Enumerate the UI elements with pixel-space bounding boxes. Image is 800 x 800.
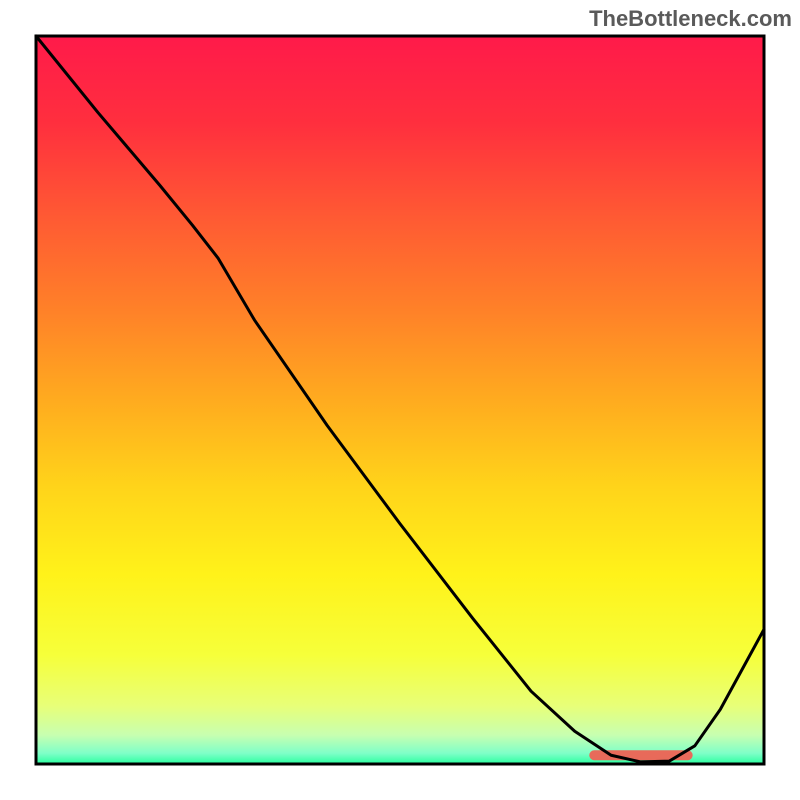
watermark-text: TheBottleneck.com	[589, 6, 792, 32]
plot-background	[36, 36, 764, 764]
bottleneck-chart	[0, 0, 800, 800]
